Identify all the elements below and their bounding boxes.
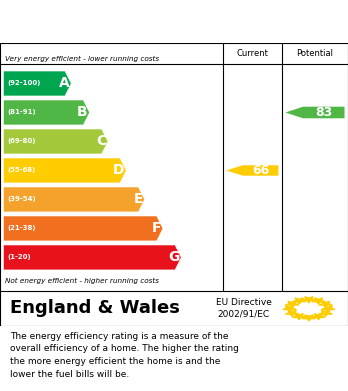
Text: Not energy efficient - higher running costs: Not energy efficient - higher running co… xyxy=(5,278,159,283)
Polygon shape xyxy=(292,314,306,320)
Text: (21-38): (21-38) xyxy=(8,226,36,231)
Polygon shape xyxy=(283,306,296,312)
Text: (92-100): (92-100) xyxy=(8,81,41,86)
Text: D: D xyxy=(113,163,125,178)
Polygon shape xyxy=(319,310,332,316)
Text: C: C xyxy=(96,135,106,149)
Polygon shape xyxy=(292,298,306,304)
Text: Current: Current xyxy=(236,49,268,58)
Polygon shape xyxy=(319,301,332,307)
Polygon shape xyxy=(226,165,278,176)
Text: The energy efficiency rating is a measure of the
overall efficiency of a home. T: The energy efficiency rating is a measur… xyxy=(10,332,239,379)
Text: England & Wales: England & Wales xyxy=(10,300,180,317)
Text: (55-68): (55-68) xyxy=(8,167,36,174)
Polygon shape xyxy=(285,310,299,316)
Polygon shape xyxy=(285,301,299,307)
Polygon shape xyxy=(3,245,181,270)
Text: E: E xyxy=(133,192,143,206)
Text: 83: 83 xyxy=(315,106,332,119)
Text: (69-80): (69-80) xyxy=(8,138,36,145)
Text: Very energy efficient - lower running costs: Very energy efficient - lower running co… xyxy=(5,56,159,62)
Polygon shape xyxy=(3,100,89,125)
Polygon shape xyxy=(3,216,163,241)
Text: A: A xyxy=(59,77,70,90)
Text: G: G xyxy=(168,251,180,264)
Polygon shape xyxy=(312,298,325,304)
Polygon shape xyxy=(312,314,325,320)
Text: (81-91): (81-91) xyxy=(8,109,36,115)
Polygon shape xyxy=(3,71,71,96)
Polygon shape xyxy=(302,297,316,303)
Text: Potential: Potential xyxy=(296,49,333,58)
Text: 66: 66 xyxy=(252,164,269,177)
Text: B: B xyxy=(77,106,88,120)
Polygon shape xyxy=(3,158,126,183)
Text: Energy Efficiency Rating: Energy Efficiency Rating xyxy=(10,13,240,30)
Polygon shape xyxy=(3,187,145,212)
Polygon shape xyxy=(322,306,335,312)
Polygon shape xyxy=(285,107,345,118)
Text: EU Directive
2002/91/EC: EU Directive 2002/91/EC xyxy=(216,298,271,319)
Polygon shape xyxy=(3,129,108,154)
Polygon shape xyxy=(302,315,316,321)
Text: (39-54): (39-54) xyxy=(8,196,36,203)
Text: F: F xyxy=(152,221,161,235)
Text: (1-20): (1-20) xyxy=(8,255,31,260)
